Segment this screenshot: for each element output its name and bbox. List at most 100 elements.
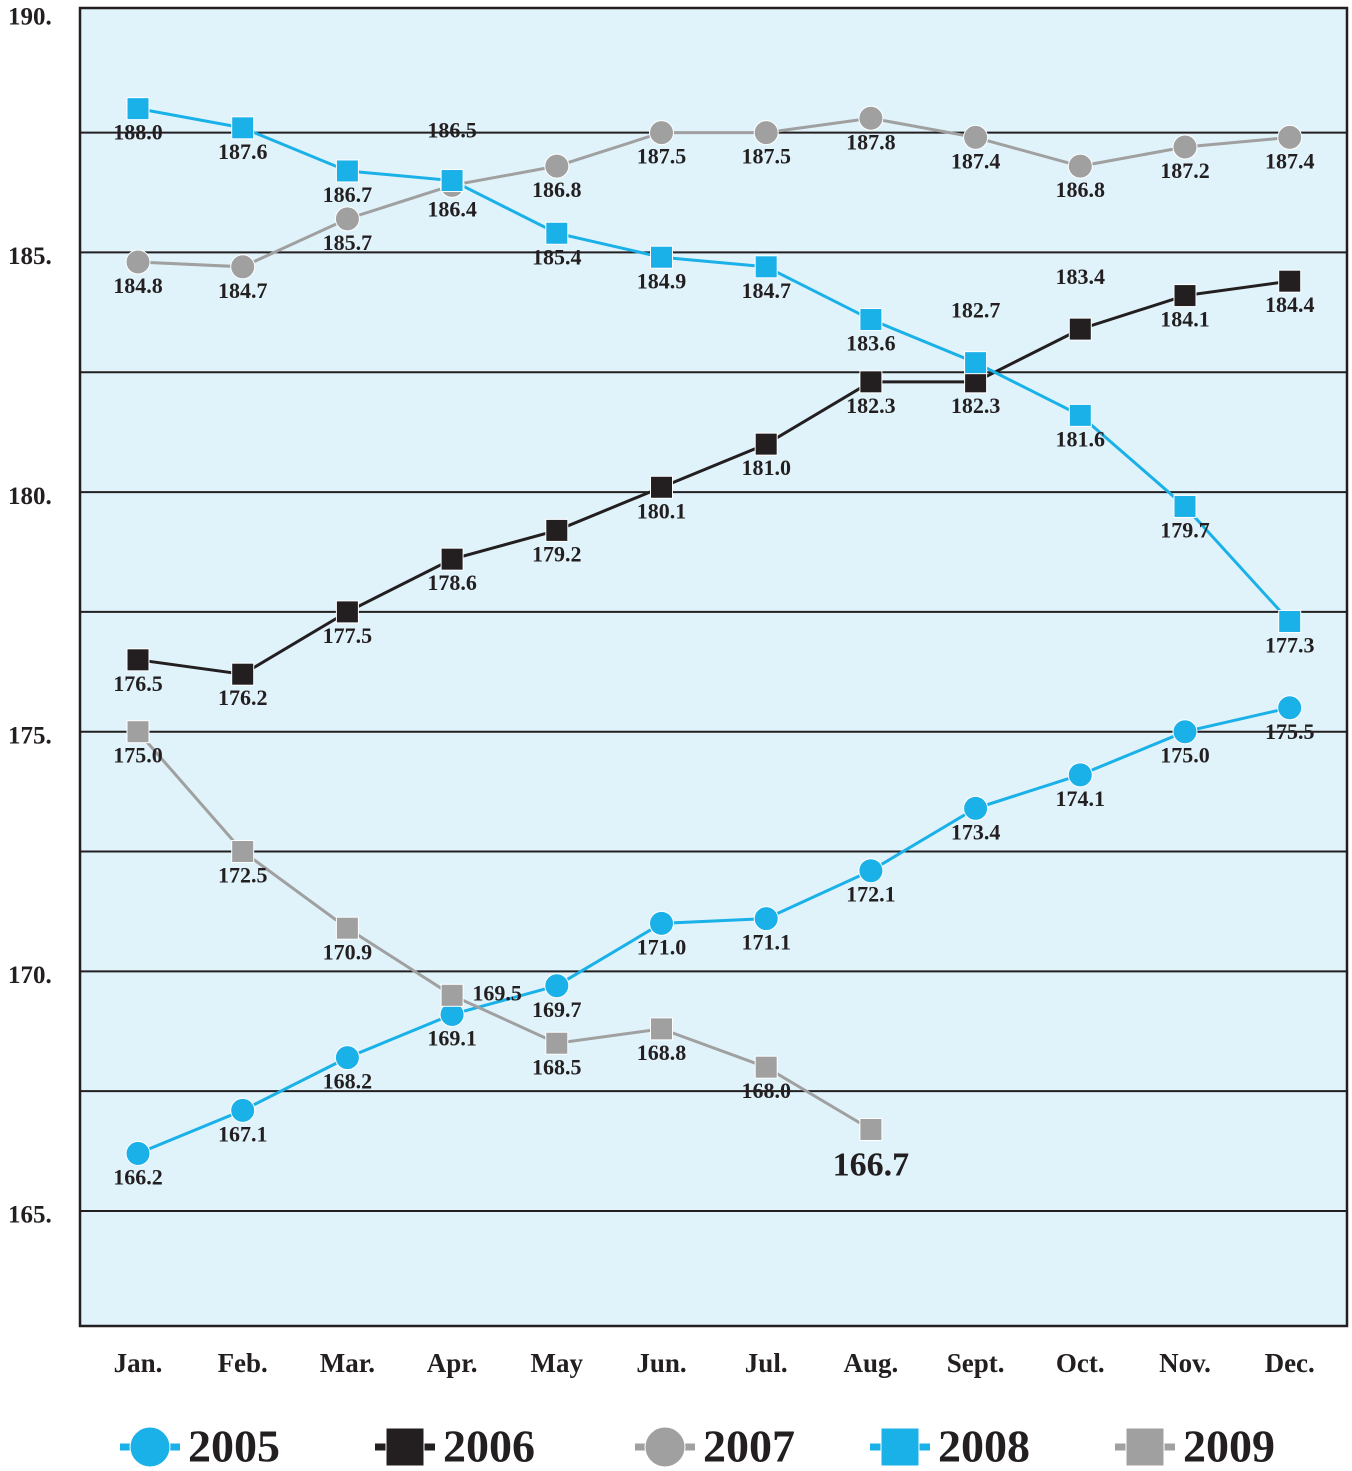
data-label: 170.9 — [323, 939, 373, 964]
point — [126, 720, 150, 744]
point — [544, 973, 570, 999]
point — [1068, 317, 1092, 341]
data-label: 169.5 — [472, 980, 522, 1005]
data-label: 184.7 — [741, 278, 791, 303]
legend-label: 2007 — [703, 1421, 795, 1471]
point — [859, 370, 883, 394]
legend-label: 2006 — [443, 1421, 535, 1471]
data-label: 168.5 — [532, 1054, 582, 1079]
data-label: 187.8 — [846, 129, 896, 154]
data-label: 175.0 — [113, 743, 163, 768]
data-label: 175.5 — [1265, 719, 1315, 744]
x-tick-label: Sept. — [947, 1348, 1005, 1378]
data-label: 182.7 — [951, 298, 1001, 323]
point — [545, 221, 569, 245]
x-tick-label: Oct. — [1056, 1348, 1105, 1378]
point — [963, 124, 989, 150]
series-line — [137, 116, 1290, 269]
data-label: 167.1 — [218, 1121, 268, 1146]
data-label: 184.9 — [637, 268, 687, 293]
y-tick-label: 175. — [8, 722, 52, 749]
point — [230, 254, 256, 280]
data-label: 178.6 — [427, 570, 477, 595]
y-tick-label: 170. — [8, 962, 52, 989]
data-label: 175.0 — [1160, 743, 1210, 768]
plot-border — [78, 6, 1349, 1328]
series-line — [136, 730, 872, 1131]
point — [1278, 269, 1302, 293]
point — [126, 97, 150, 121]
point — [1067, 153, 1093, 179]
x-tick-label: Aug. — [844, 1348, 899, 1378]
point — [126, 648, 150, 672]
point — [650, 475, 673, 499]
point — [650, 245, 673, 269]
data-label: 185.4 — [532, 244, 582, 269]
data-label: 181.0 — [741, 455, 791, 480]
data-label: 174.1 — [1056, 786, 1106, 811]
point — [1173, 494, 1197, 518]
point — [1277, 695, 1303, 721]
point — [754, 255, 778, 279]
x-tick-label: Jul. — [745, 1348, 788, 1378]
data-label: 183.4 — [1056, 264, 1106, 289]
point — [754, 1055, 778, 1079]
point — [334, 1045, 360, 1071]
point — [964, 351, 988, 375]
data-label: 176.5 — [113, 671, 163, 696]
data-label: 187.5 — [637, 144, 687, 169]
legend-marker — [880, 1427, 920, 1467]
legend-marker — [385, 1427, 425, 1467]
data-label: 172.5 — [218, 863, 268, 888]
point — [858, 105, 884, 131]
data-label: 185.7 — [323, 230, 373, 255]
x-tick-label: Dec. — [1265, 1348, 1315, 1378]
data-label: 182.3 — [846, 393, 896, 418]
data-label: 176.2 — [218, 685, 268, 710]
data-label: 177.3 — [1265, 633, 1315, 658]
x-tick-label: Apr. — [427, 1348, 478, 1378]
data-label: 184.1 — [1160, 307, 1210, 332]
plot-area — [80, 8, 1347, 1326]
legend-marker — [1125, 1427, 1165, 1467]
point — [544, 153, 570, 179]
point — [230, 1097, 256, 1123]
data-label: 166.7 — [833, 1146, 910, 1183]
point — [963, 795, 989, 821]
point — [753, 906, 779, 932]
data-label: 171.1 — [741, 930, 791, 955]
point — [231, 116, 255, 140]
point — [335, 159, 359, 183]
data-label: 180.1 — [637, 498, 687, 523]
x-tick-label: Mar. — [320, 1348, 375, 1378]
data-label: 179.7 — [1160, 517, 1210, 542]
legend-label: 2008 — [938, 1421, 1030, 1471]
point — [1068, 403, 1092, 427]
point — [335, 600, 359, 624]
data-label: 169.1 — [427, 1026, 477, 1051]
point — [859, 308, 883, 332]
point — [649, 910, 674, 936]
point — [231, 840, 255, 864]
point — [1277, 124, 1303, 150]
data-label: 184.7 — [218, 278, 268, 303]
data-label: 179.2 — [532, 541, 582, 566]
data-label: 166.2 — [113, 1165, 163, 1190]
point — [859, 1117, 883, 1141]
x-tick-label: Jun. — [636, 1348, 686, 1378]
data-label: 186.7 — [323, 182, 373, 207]
y-tick-label: 180. — [8, 483, 52, 510]
point — [1173, 284, 1197, 308]
x-tick-label: Nov. — [1159, 1348, 1211, 1378]
data-label: 184.8 — [113, 273, 163, 298]
y-tick-label: 190. — [8, 4, 52, 31]
data-label: 168.8 — [637, 1040, 687, 1065]
point — [335, 916, 359, 940]
series-line — [137, 107, 1291, 623]
point — [545, 1031, 569, 1055]
legend-marker — [644, 1426, 686, 1468]
point — [858, 858, 884, 884]
point — [1172, 719, 1198, 745]
x-tick-label: May — [531, 1348, 584, 1378]
